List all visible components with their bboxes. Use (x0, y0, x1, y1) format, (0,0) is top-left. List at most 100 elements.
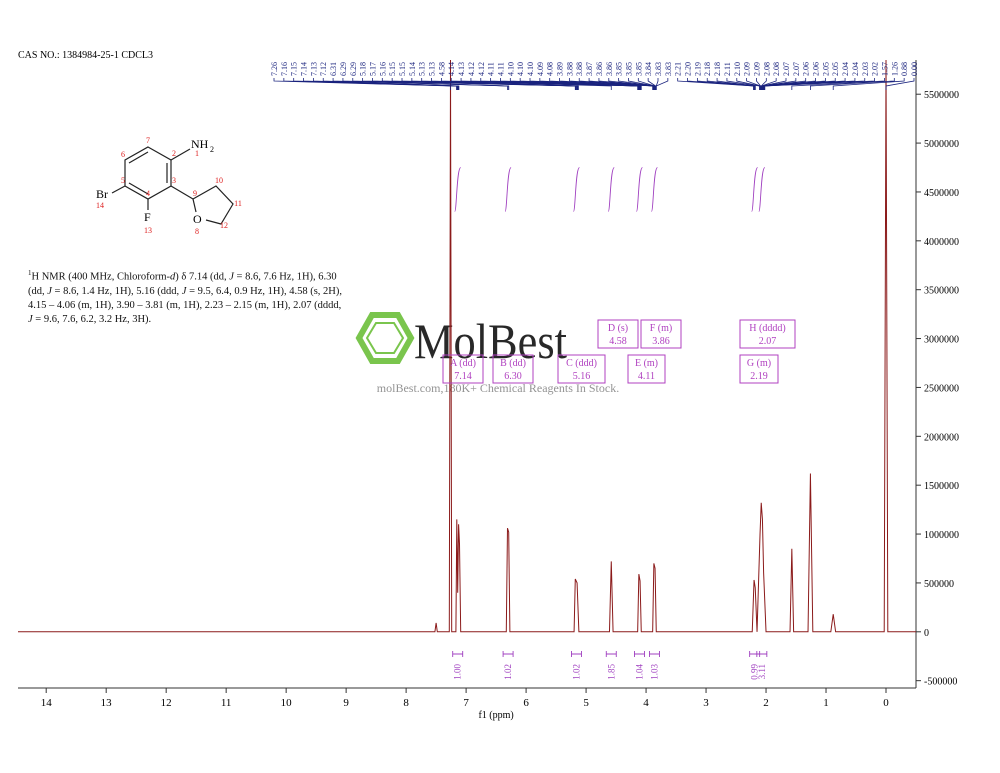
peak-label: 5.17 (368, 62, 377, 76)
atom-label: F (144, 210, 151, 224)
nmr-text: d (170, 271, 176, 283)
y-tick-label: -500000 (924, 677, 957, 688)
peak-label: 7.12 (319, 62, 328, 76)
x-tick-label: 12 (161, 697, 172, 709)
peak-label: 3.85 (624, 62, 633, 76)
peak-label: 2.06 (812, 62, 821, 76)
integral-bracket (649, 651, 660, 657)
peak-label: 5.14 (408, 62, 417, 76)
peak-connector (760, 78, 777, 90)
peak-label: 5.13 (428, 62, 437, 76)
peak-label: 2.08 (762, 62, 771, 76)
x-tick-label: 6 (523, 697, 529, 709)
molecule: NH 2 Br F O 1 2 3 4 5 6 7 8 9 10 11 12 1… (96, 136, 242, 236)
peak-label: 1.57 (880, 62, 889, 76)
multiplet-box (739, 319, 796, 349)
peak-connector (322, 78, 460, 90)
x-tick-label: 4 (643, 697, 649, 709)
nmr-text: J (47, 285, 52, 297)
peak-label: 4.10 (506, 62, 515, 76)
peak-label: 2.05 (821, 62, 830, 76)
integral-bracket (756, 651, 768, 657)
peak-label: 4.08 (546, 62, 555, 76)
multiplet-label: A (dd) (450, 358, 476, 369)
x-tick-label: 0 (883, 697, 889, 709)
integral-curve (751, 167, 759, 212)
nmr-text: 1 (28, 269, 32, 277)
atom-label: Br (96, 187, 108, 201)
peak-label: 5.15 (398, 62, 407, 76)
integral-curve (504, 167, 512, 212)
peak-label: 3.88 (565, 62, 574, 76)
nmr-text: = 8.6, 7.6 Hz, 1H), 6.30 (dd, (28, 271, 337, 297)
peak-label: 5.16 (378, 62, 387, 76)
peak-label: 4.13 (457, 62, 466, 76)
peak-connector (549, 78, 642, 90)
peak-label: 4.12 (467, 62, 476, 76)
peak-connector (716, 78, 756, 90)
atom-number: 3 (172, 176, 176, 185)
peak-label: 2.07 (782, 62, 791, 76)
x-tick-label: 3 (703, 697, 709, 709)
peak-label: 3.86 (605, 62, 614, 76)
peak-connector (762, 78, 816, 90)
peak-connector (791, 78, 885, 90)
peak-label: 7.14 (300, 62, 309, 76)
peak-label: 5.18 (359, 62, 368, 76)
peak-connector (352, 78, 510, 90)
atom-number: 12 (220, 221, 228, 230)
x-tick-label: 7 (463, 697, 469, 709)
x-tick-label: 10 (281, 697, 293, 709)
watermark-brand: MolBest (414, 313, 567, 369)
peak-label: 2.02 (871, 62, 880, 76)
atom-number: 7 (146, 136, 150, 145)
peak-connector (687, 78, 755, 90)
y-tick-label: 0 (924, 628, 929, 639)
peak-label: 3.89 (556, 62, 565, 76)
atom-number: 5 (121, 176, 125, 185)
peak-connector (764, 78, 876, 90)
peak-label: 4.10 (526, 62, 535, 76)
atom-number: 14 (96, 201, 104, 210)
x-axis-label: f1 (ppm) (478, 710, 513, 721)
multiplet-box (597, 319, 639, 349)
x-tick-label: 8 (403, 697, 409, 709)
peak-label: 2.08 (772, 62, 781, 76)
peak-label: 3.85 (615, 62, 624, 76)
integral-label: 1.00 (453, 664, 463, 680)
peak-label: 6.29 (349, 62, 358, 76)
integral-curve (573, 167, 580, 212)
molecule-bonds (111, 146, 234, 225)
integral-bracket (605, 651, 617, 657)
peak-label: 2.07 (792, 62, 801, 76)
x-tick-label: 2 (763, 697, 769, 709)
multiplet-shift: 4.58 (609, 336, 627, 347)
peak-label: 5.13 (418, 62, 427, 76)
peak-label: 4.11 (496, 62, 505, 76)
atom-number: 4 (146, 189, 150, 198)
peak-label: 4.12 (477, 62, 486, 76)
nmr-text: J (28, 313, 33, 325)
multiplet-shift: 3.86 (652, 336, 670, 347)
nmr-text: = 9.6, 7.6, 6.2, 3.2 Hz, 3H). (32, 313, 152, 325)
peak-label: 3.84 (644, 62, 653, 76)
peak-label: 2.04 (841, 62, 850, 76)
peak-label: 2.09 (752, 62, 761, 76)
peak-connector (637, 78, 656, 90)
peak-label: 2.05 (831, 62, 840, 76)
nmr-text: = 9.5, 6.4, 0.9 Hz, 1H), 4.58 (s, 2H), 4… (28, 285, 342, 311)
peak-label: 2.06 (802, 62, 811, 76)
integral-label: 1.02 (571, 664, 581, 680)
x-tick-label: 1 (823, 697, 829, 709)
peak-connector (647, 78, 657, 90)
peak-connector (726, 78, 760, 90)
multiplet-shift: 7.14 (454, 371, 472, 382)
integral-curve (651, 167, 658, 212)
multiplet-label: C (ddd) (566, 358, 597, 369)
nmr-description: 1H NMR (400 MHz, Chloroform-d) δ 7.14 (d… (28, 266, 346, 327)
peak-label: 3.83 (664, 62, 673, 76)
y-tick-label: 2000000 (924, 432, 959, 443)
peak-connector (578, 78, 654, 90)
peak-connector (588, 78, 655, 90)
multiplet-shift: 2.07 (759, 336, 777, 347)
